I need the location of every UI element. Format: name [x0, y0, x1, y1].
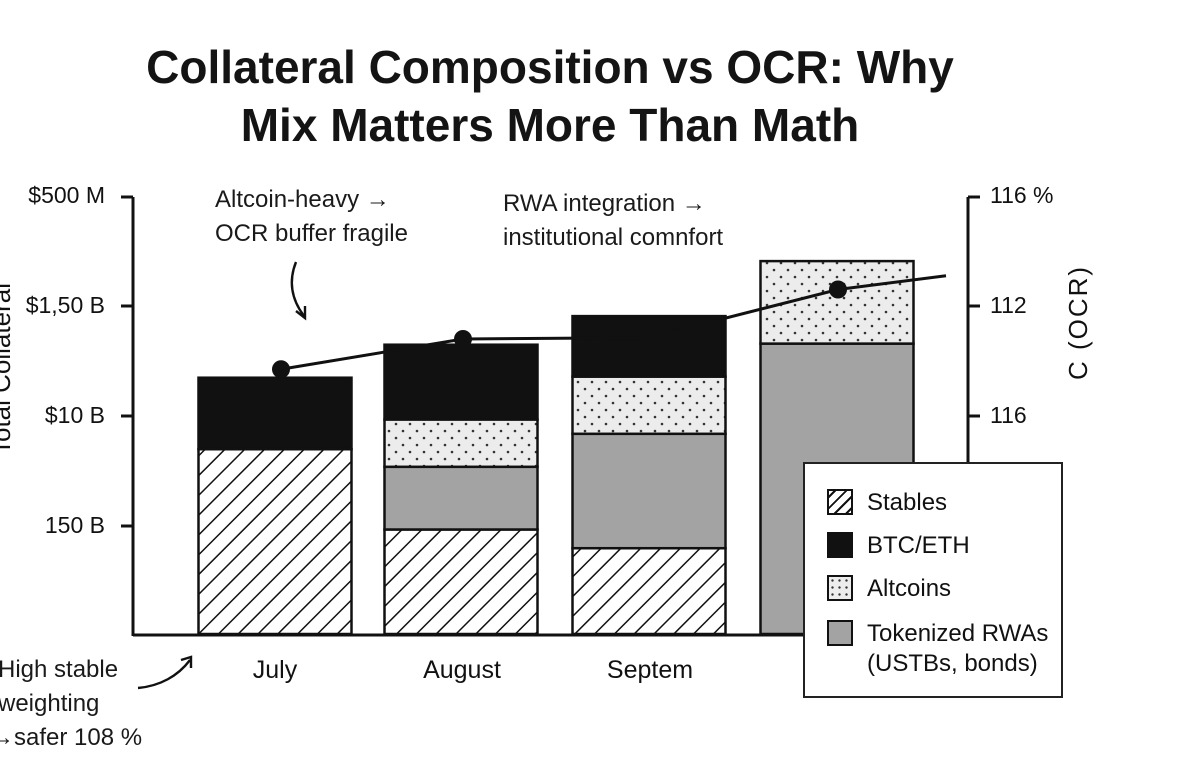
ocr-point-august: [454, 330, 472, 348]
right-tick-label: 116 %: [990, 182, 1054, 208]
ocr-point-july: [272, 360, 290, 379]
legend-label: Altcoins: [867, 575, 952, 602]
bar-stables-august: [383, 528, 539, 636]
legend-item-altcoins: Altcoins: [827, 574, 951, 604]
altcoin-annotation-line2: OCR buffer fragile: [215, 220, 408, 247]
legend: Stables BTC/ETH Altcoins Tokenized RWAs …: [803, 462, 1063, 698]
chart-title-line2: Mix Matters More Than Math: [240, 99, 860, 151]
right-tick-label: 116: [990, 402, 1027, 428]
legend-swatch-btc-eth: [827, 532, 853, 558]
altcoin-annotation-line1: Altcoin-heavy →: [215, 186, 390, 213]
left-tick-label: $500 M: [28, 182, 105, 208]
bar-rwa-septem: [571, 432, 727, 550]
stable-annotation-line2: weighting: [0, 690, 100, 717]
legend-swatch-stables: [827, 489, 853, 515]
stable-arrow: [137, 659, 191, 690]
bar-stables-septem: [571, 546, 727, 636]
altcoin-arrow: [290, 261, 305, 317]
ocr-point-septem: [640, 328, 658, 347]
bar-altcoins-august: [383, 418, 539, 469]
legend-label: BTC/ETH: [867, 532, 970, 559]
stable-annotation-line3: →safer 108 %: [0, 724, 143, 751]
legend-swatch-rwa: [827, 620, 853, 646]
legend-label: Tokenized RWAs: [867, 620, 1049, 647]
x-tick-label: August: [423, 656, 501, 684]
legend-item-stables: Stables: [827, 488, 947, 518]
left-tick-label: 150 B: [44, 512, 105, 538]
ocr-point-extra: [829, 280, 847, 299]
bar-rwa-august: [383, 465, 539, 531]
chart-title-line1: Collateral Composition vs OCR: Why: [146, 41, 954, 93]
left-tick-label: $10 B: [44, 402, 105, 428]
altcoin-arrowhead: [295, 306, 307, 321]
left-tick-label: $1,50 B: [25, 292, 105, 318]
bar-btc_eth-july: [197, 376, 353, 451]
legend-item-rwa: Tokenized RWAs (USTBs, bonds): [827, 619, 1048, 679]
bar-stables-july: [197, 447, 353, 636]
stable-arrowhead: [180, 655, 193, 668]
rwa-annotation-line1: RWA integration →: [503, 190, 706, 217]
bar-btc_eth-august: [383, 343, 539, 421]
legend-label-sub: (USTBs, bonds): [867, 650, 1038, 677]
legend-swatch-altcoins: [827, 575, 853, 601]
legend-item-btc-eth: BTC/ETH: [827, 531, 970, 561]
stable-annotation-line1: High stable: [0, 656, 119, 683]
x-tick-label: Septem: [606, 656, 694, 684]
bar-altcoins-septem: [571, 375, 727, 436]
right-tick-label: 112: [990, 292, 1027, 318]
x-tick-label: July: [252, 656, 298, 684]
legend-label: Stables: [867, 489, 948, 516]
rwa-annotation-line2: institutional comnfort: [503, 224, 724, 251]
